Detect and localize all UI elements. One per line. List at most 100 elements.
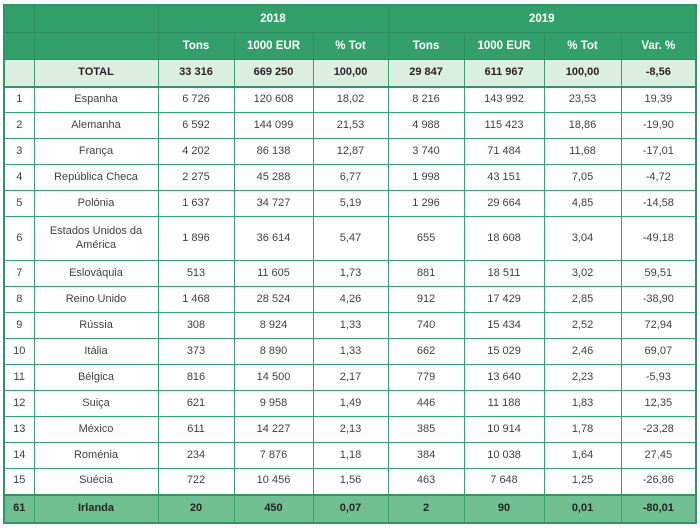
value-cell: 10 914 — [463, 416, 545, 443]
rank-cell: 5 — [3, 190, 35, 217]
value-cell: 3,02 — [543, 260, 622, 287]
value-cell: 0,01 — [543, 493, 622, 523]
value-cell: 11 605 — [233, 260, 314, 287]
value-cell: 0,07 — [312, 493, 389, 523]
value-cell: 29 847 — [387, 59, 465, 88]
value-cell: -8,56 — [620, 59, 697, 88]
country-row: 11 Bélgica 816 14 500 2,17 779 13 640 2,23 -5,93 — [3, 364, 697, 391]
value-cell: 11 188 — [463, 390, 545, 417]
value-cell: 234 — [157, 442, 235, 469]
country-cell: República Checa — [33, 164, 159, 191]
country-cell: Roménia — [33, 442, 159, 469]
value-cell: 611 — [157, 416, 235, 443]
value-cell: 1,49 — [312, 390, 389, 417]
rank-cell: 8 — [3, 286, 35, 313]
value-cell: 912 — [387, 286, 465, 313]
value-cell: -26,86 — [620, 468, 697, 495]
country-cell: Irlanda — [33, 493, 159, 523]
value-cell: 10 456 — [233, 468, 314, 495]
value-cell: 463 — [387, 468, 465, 495]
country-row: 3 França 4 202 86 138 12,87 3 740 71 484 11,68-… — [3, 138, 697, 165]
value-cell: 621 — [157, 390, 235, 417]
value-cell: 2 — [387, 493, 465, 523]
rank-cell: 10 — [3, 338, 35, 365]
rank-cell: 6 — [3, 216, 35, 261]
rank-cell: 11 — [3, 364, 35, 391]
value-cell: 662 — [387, 338, 465, 365]
value-cell: 143 992 — [463, 86, 545, 113]
value-cell: 308 — [157, 312, 235, 339]
value-cell: 59,51 — [620, 260, 697, 287]
value-cell: 1 468 — [157, 286, 235, 313]
highlight-row: 61 Irlanda 20 450 0,07 2 90 0,01 -80,01 — [3, 493, 697, 523]
value-cell: 23,53 — [543, 86, 622, 113]
value-cell: -80,01 — [620, 493, 697, 523]
value-cell: 9 958 — [233, 390, 314, 417]
value-cell: 1,33 — [312, 312, 389, 339]
value-cell: 45 288 — [233, 164, 314, 191]
value-cell: 115 423 — [463, 112, 545, 139]
country-cell: Espanha — [33, 86, 159, 113]
value-cell: 14 500 — [233, 364, 314, 391]
value-cell: 655 — [387, 216, 465, 261]
country-row: 8 Reino Unido 1 468 28 524 4,26 912 17 429 2,85… — [3, 286, 697, 313]
value-cell: 1 998 — [387, 164, 465, 191]
value-cell: 11,68 — [543, 138, 622, 165]
corner-cell-country — [33, 4, 159, 33]
country-cell: Suiça — [33, 390, 159, 417]
value-cell: -23,28 — [620, 416, 697, 443]
value-cell: 27,45 — [620, 442, 697, 469]
value-cell: 36 614 — [233, 216, 314, 261]
column-header-tons-2019: Tons — [387, 32, 465, 60]
value-cell: 1,73 — [312, 260, 389, 287]
value-cell: 385 — [387, 416, 465, 443]
rank-cell: 7 — [3, 260, 35, 287]
country-cell: TOTAL — [33, 59, 159, 88]
table-header: 2018 2019 Tons 1000 EUR % Tot Tons 1000 … — [3, 4, 697, 60]
country-row: 13 México 611 14 227 2,13 385 10 914 1,78 -23,28 — [3, 416, 697, 443]
value-cell: 20 — [157, 493, 235, 523]
value-cell: 669 250 — [233, 59, 314, 88]
column-header-tons-2018: Tons — [157, 32, 235, 60]
value-cell: -14,58 — [620, 190, 697, 217]
year-header-2018: 2018 — [157, 4, 389, 33]
value-cell: 43 151 — [463, 164, 545, 191]
corner-cell-rank — [3, 4, 35, 33]
value-cell: 2,52 — [543, 312, 622, 339]
column-header-row: Tons 1000 EUR % Tot Tons 1000 EUR % Tot … — [3, 32, 697, 60]
country-cell: Estados Unidos da América — [33, 216, 159, 261]
value-cell: 740 — [387, 312, 465, 339]
value-cell: -4,72 — [620, 164, 697, 191]
value-cell: 14 227 — [233, 416, 314, 443]
country-row: 6 Estados Unidos da América 1 896 36 614 5,4… — [3, 216, 697, 261]
value-cell: 33 316 — [157, 59, 235, 88]
value-cell: 2,23 — [543, 364, 622, 391]
value-cell: 1,64 — [543, 442, 622, 469]
value-cell: 90 — [463, 493, 545, 523]
value-cell: 384 — [387, 442, 465, 469]
country-cell: Suécia — [33, 468, 159, 495]
value-cell: 12,87 — [312, 138, 389, 165]
value-cell: 8 890 — [233, 338, 314, 365]
value-cell: 881 — [387, 260, 465, 287]
value-cell: 1 296 — [387, 190, 465, 217]
value-cell: 18,02 — [312, 86, 389, 113]
value-cell: 120 608 — [233, 86, 314, 113]
value-cell: 1 637 — [157, 190, 235, 217]
country-row: 2 Alemanha 6 592 144 099 21,53 4 988 115 423 18… — [3, 112, 697, 139]
country-row: 12 Suiça 621 9 958 1,49 446 11 188 1,83 12,35 — [3, 390, 697, 417]
rank-cell: 9 — [3, 312, 35, 339]
value-cell: 18,86 — [543, 112, 622, 139]
country-cell: Alemanha — [33, 112, 159, 139]
value-cell: 7,05 — [543, 164, 622, 191]
value-cell: -38,90 — [620, 286, 697, 313]
value-cell: 6,77 — [312, 164, 389, 191]
value-cell: 15 029 — [463, 338, 545, 365]
value-cell: 12,35 — [620, 390, 697, 417]
country-cell: Itália — [33, 338, 159, 365]
value-cell: 4 988 — [387, 112, 465, 139]
country-cell: França — [33, 138, 159, 165]
value-cell: 69,07 — [620, 338, 697, 365]
country-cell: México — [33, 416, 159, 443]
value-cell: 513 — [157, 260, 235, 287]
